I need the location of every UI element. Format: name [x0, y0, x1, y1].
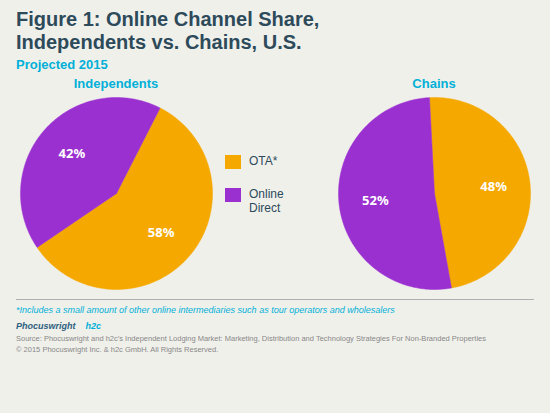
- html-text:Source: Phocuswright and h2c’s: Source: Phocuswright and h2c’s Independe…: [16, 334, 486, 343]
- svg-text:42%: 42%: [59, 144, 86, 162]
- svg-text:48%: 48%: [480, 177, 507, 195]
- svg-text:52%: 52%: [362, 191, 389, 209]
- html-text:OTA*: OTA*: [249, 153, 278, 168]
- html-text:Chains: Chains: [412, 76, 456, 91]
- html-text:Figure 1: Online Channel Share: Figure 1: Online Channel Share, Independ…: [16, 8, 320, 53]
- html-text:h2c: h2c: [85, 321, 101, 331]
- html-text:Projected 2015: Projected 2015: [16, 57, 108, 72]
- html-text:Online Direct: Online Direct: [249, 186, 284, 215]
- svg-text:58%: 58%: [148, 223, 175, 241]
- html-text:*Includes a small amount of ot: *Includes a small amount of other online…: [16, 305, 395, 315]
- html-text:Phocuswright: Phocuswright: [16, 321, 76, 331]
- html-text:© 2015 Phocuswright Inc. & h2c: © 2015 Phocuswright Inc. & h2c GmbH. All…: [16, 344, 219, 354]
- html-text:Independents: Independents: [73, 76, 159, 91]
